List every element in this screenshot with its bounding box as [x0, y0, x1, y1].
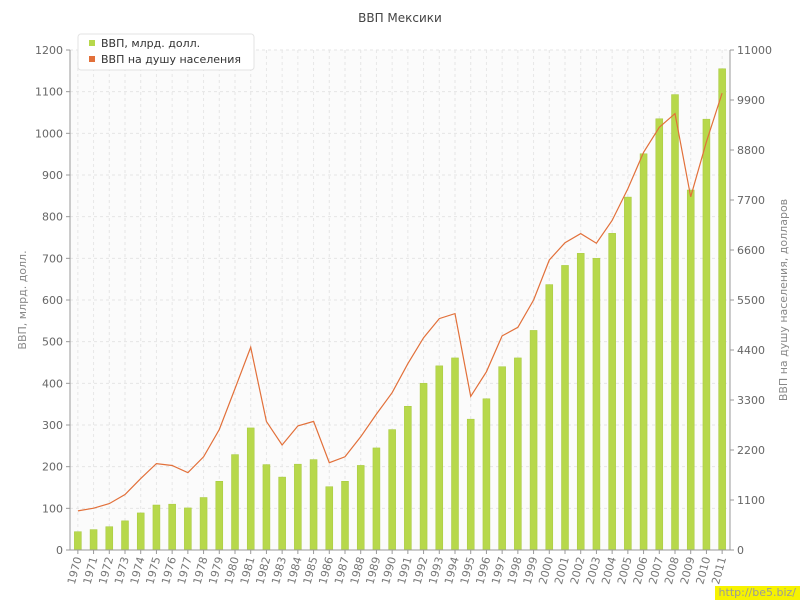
- left-tick-label: 1200: [35, 44, 63, 57]
- bar: [309, 459, 318, 551]
- bar: [294, 463, 302, 551]
- bar: [325, 486, 334, 551]
- right-tick-label: 4400: [737, 344, 765, 357]
- line-series: [77, 93, 723, 512]
- bar: [341, 481, 349, 551]
- bar: [184, 507, 192, 551]
- bar: [199, 497, 208, 551]
- left-axis-label: ВВП, млрд. долл.: [16, 250, 29, 349]
- bar: [529, 330, 538, 551]
- bar: [466, 418, 475, 551]
- left-tick-label: 900: [42, 169, 63, 182]
- right-tick-label: 7700: [737, 194, 765, 207]
- bar: [246, 427, 255, 551]
- bar: [372, 447, 381, 551]
- bar: [498, 366, 506, 551]
- bar: [451, 357, 459, 551]
- bar: [136, 512, 145, 551]
- bar: [419, 383, 428, 551]
- right-tick-label: 3300: [737, 394, 765, 407]
- left-tick-label: 500: [42, 336, 63, 349]
- left-tick-label: 800: [42, 211, 63, 224]
- left-tick-label: 100: [42, 502, 63, 515]
- bar: [576, 253, 585, 551]
- left-tick-label: 300: [42, 419, 63, 432]
- bar: [231, 454, 239, 551]
- bar: [74, 531, 82, 551]
- left-tick-label: 600: [42, 294, 63, 307]
- bar: [624, 196, 632, 551]
- right-tick-label: 6600: [737, 244, 765, 257]
- bar: [639, 153, 648, 551]
- left-tick-label: 0: [56, 544, 63, 557]
- left-axis: 0 100 200 300 400 500 600 700 800 900 1000 1100 1200: [35, 44, 71, 557]
- bar: [404, 406, 412, 551]
- bar: [592, 258, 601, 551]
- bar: [278, 476, 286, 551]
- bar: [608, 233, 616, 551]
- series-line: [77, 93, 723, 512]
- legend-swatch-bar: [89, 40, 95, 46]
- bar: [655, 118, 664, 551]
- right-tick-label: 5500: [737, 294, 765, 307]
- chart-title: ВВП Мексики: [358, 11, 442, 25]
- legend-box: [77, 33, 255, 71]
- left-tick-label: 1000: [35, 127, 63, 140]
- bar: [718, 68, 726, 551]
- bar: [686, 189, 695, 551]
- right-axis-label: ВВП на душу населения, долларов: [777, 199, 790, 401]
- bar: [514, 357, 522, 551]
- watermark-link[interactable]: http://be5.biz/: [714, 586, 800, 600]
- bar: [105, 526, 114, 551]
- bar: [388, 429, 396, 551]
- bar: [262, 464, 271, 551]
- bar: [215, 481, 224, 551]
- x-axis: 1970197119721973197419751976197719781979…: [65, 549, 730, 586]
- right-tick-label: 2200: [737, 444, 765, 457]
- right-tick-label: 8800: [737, 144, 765, 157]
- bar: [356, 465, 365, 551]
- legend-label-line: ВВП на душу населения: [101, 53, 241, 66]
- bar: [89, 529, 98, 551]
- bar: [482, 398, 491, 551]
- bar: [545, 284, 554, 551]
- left-tick-label: 400: [42, 377, 63, 390]
- bar: [152, 504, 161, 551]
- bar: [435, 365, 444, 551]
- left-tick-label: 200: [42, 461, 63, 474]
- bar: [168, 503, 176, 551]
- legend-label-bar: ВВП, млрд. долл.: [101, 37, 200, 50]
- right-axis: 0 1100 2200 3300 4400 5500 6600 7700 8800 9900 110…: [729, 44, 772, 557]
- bar: [671, 94, 679, 551]
- left-tick-label: 1100: [35, 86, 63, 99]
- right-tick-label: 1100: [737, 494, 765, 507]
- bar: [561, 265, 569, 551]
- right-tick-label: 9900: [737, 94, 765, 107]
- right-tick-label: 0: [737, 544, 744, 557]
- legend-swatch-line: [89, 56, 95, 62]
- right-tick-label: 11000: [737, 44, 772, 57]
- legend: ВВП, млрд. долл. ВВП на душу населения: [77, 33, 255, 71]
- bar: [702, 118, 711, 551]
- bar: [121, 520, 129, 551]
- bar-series: [74, 68, 726, 551]
- left-tick-label: 700: [42, 252, 63, 265]
